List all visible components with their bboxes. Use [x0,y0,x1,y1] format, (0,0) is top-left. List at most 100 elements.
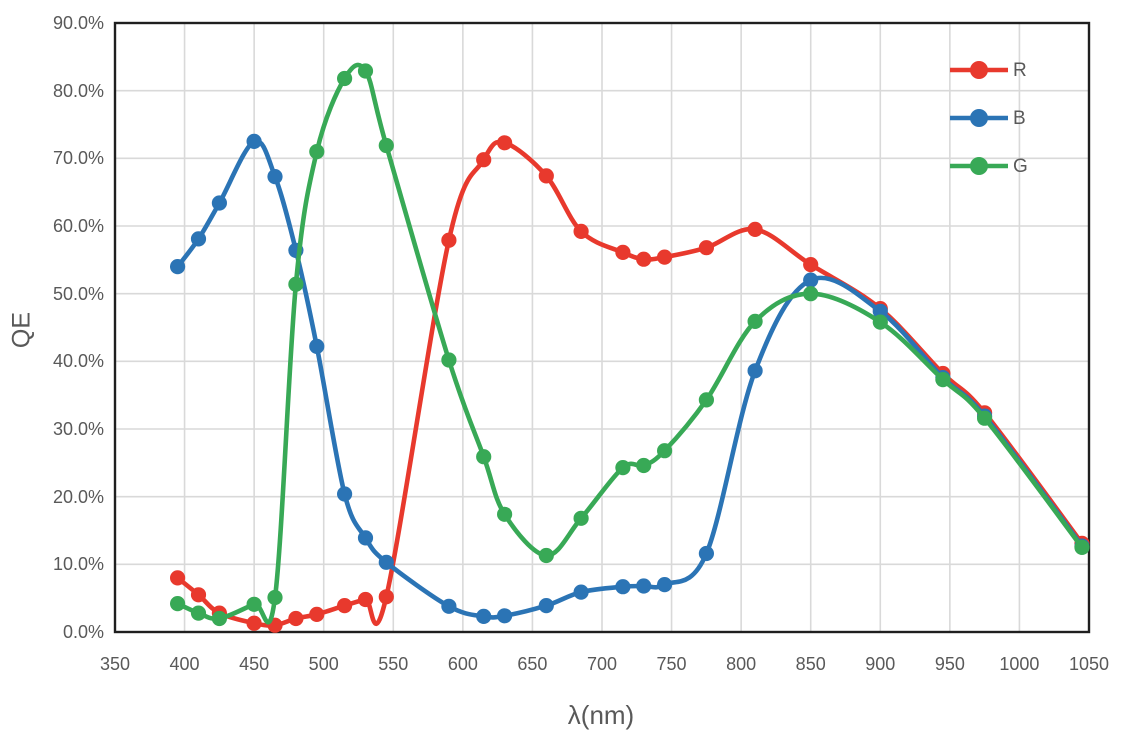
x-axis-title: λ(nm) [567,700,635,730]
data-point-G [267,589,283,606]
data-point-R [441,232,457,248]
y-tick-label: 0.0% [62,622,104,642]
data-point-B [211,195,227,211]
legend-item-B: B [949,105,1026,131]
legend-dot-icon [970,61,988,79]
legend-series-marker-icon [950,157,1008,175]
data-point-G [441,352,457,368]
y-tick-label: 60.0% [52,216,104,236]
data-point-G [246,596,262,612]
y-tick-label: 80.0% [52,80,104,101]
data-point-G [615,460,631,476]
y-tick-label: 40.0% [52,351,104,372]
data-point-R [803,257,819,273]
x-tick-label: 650 [517,654,548,674]
data-point-R [190,587,207,603]
x-tick-label: 500 [308,654,339,674]
data-point-B [309,338,325,354]
data-point-G [538,547,554,564]
y-tick-label: 70.0% [52,148,104,169]
data-point-G [337,70,353,87]
data-point-G [573,510,589,526]
x-tick-label: 900 [865,654,896,674]
data-point-B [170,259,186,275]
data-point-G [309,144,325,160]
data-point-R [357,591,374,608]
data-point-R [747,221,763,237]
data-point-R [538,168,554,184]
x-tick-label: 700 [586,654,618,674]
x-tick-label: 850 [795,654,826,674]
data-point-G [803,286,819,302]
data-point-B [698,545,715,562]
data-point-G [747,313,763,329]
legend-label: B [1013,107,1026,129]
data-point-B [872,303,888,319]
x-tick-label: 350 [99,654,131,674]
x-tick-label: 1050 [1068,654,1110,674]
data-point-B [497,608,513,624]
legend-item-G: G [949,153,1028,179]
plot-border [113,21,1091,634]
data-point-R [337,598,353,614]
data-point-R [476,152,492,168]
legend-series-marker-icon [950,61,1008,79]
data-point-G [636,457,652,474]
x-tick-label: 800 [726,654,757,674]
legend-series-marker-icon [950,109,1008,127]
data-point-R [573,223,589,239]
data-point-R [698,240,715,256]
data-point-B [803,272,819,288]
y-axis-title: QE [7,311,36,349]
x-tick-label: 950 [934,654,965,674]
data-point-B [636,578,652,594]
x-tick-label: 400 [169,654,200,674]
x-tick-label: 750 [656,654,687,674]
legend-dot-icon [970,109,988,127]
legend-label: G [1013,155,1028,177]
data-point-G [211,610,227,627]
data-point-B [747,363,763,379]
y-tick-label: 50.0% [52,283,104,304]
data-point-R [378,589,394,605]
data-point-G [698,392,715,408]
data-point-G [497,506,513,522]
data-point-R [288,610,304,627]
data-point-G [872,314,888,330]
series-line-B [175,138,1085,620]
y-tick-label: 90.0% [52,13,104,33]
data-point-R [309,606,325,623]
x-tick-label: 550 [378,654,409,674]
x-tick-label: 1000 [999,654,1040,674]
y-tick-label: 20.0% [52,486,104,507]
data-point-R [246,615,262,631]
data-point-B [337,486,353,502]
data-point-B [267,169,283,185]
data-point-R [497,135,513,151]
y-tick-label: 10.0% [52,554,104,575]
legend-label: R [1013,59,1027,81]
data-point-B [441,598,457,614]
data-point-B [357,530,374,546]
data-point-B [615,579,631,595]
data-point-B [476,608,492,625]
data-point-R [657,249,673,265]
data-point-B [190,231,207,247]
data-point-G [977,410,993,426]
data-point-G [657,443,673,459]
legend-item-R: R [949,57,1027,83]
data-point-G [190,605,207,621]
data-point-B [538,598,554,614]
data-point-B [657,577,673,593]
data-point-G [1074,539,1090,556]
data-point-R [636,251,652,267]
y-tick-label: 30.0% [52,419,104,439]
data-point-G [476,449,492,465]
data-point-B [378,554,394,570]
data-point-G [170,596,186,612]
x-tick-label: 600 [447,654,478,674]
x-tick-label: 450 [239,654,270,674]
data-point-R [615,244,631,260]
